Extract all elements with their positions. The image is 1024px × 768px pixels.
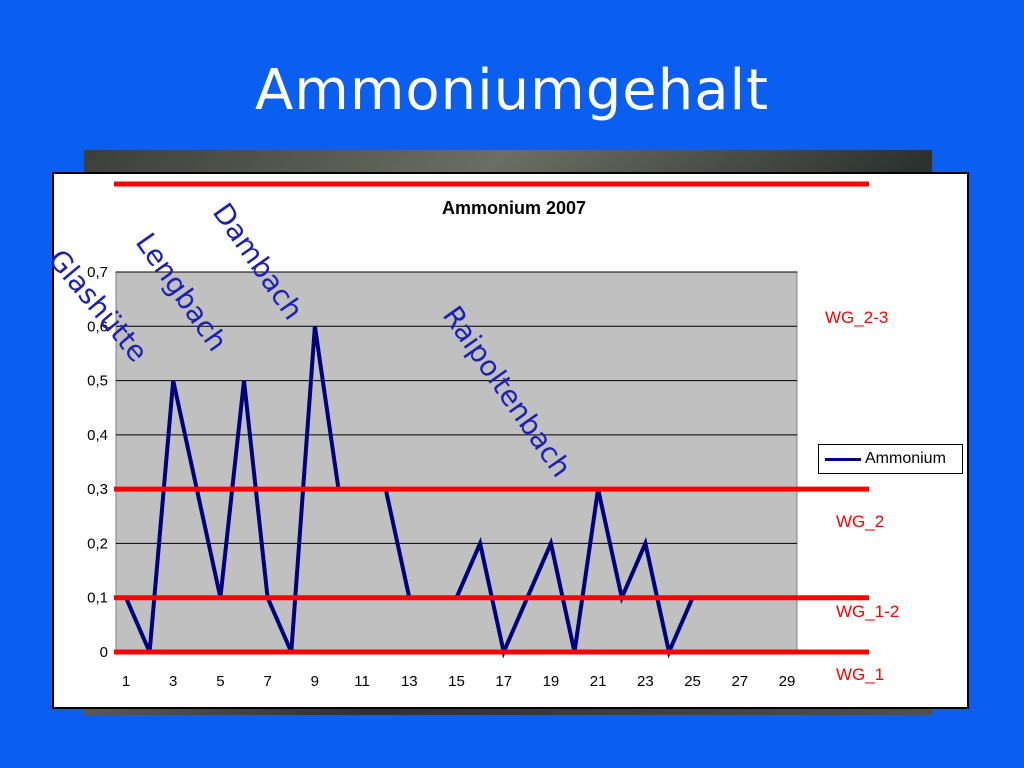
x-tick-label: 9 [311,673,319,690]
x-tick-label: 11 [354,673,370,690]
y-tick-label: 0,4 [87,427,108,444]
chart-svg: Ammonium 2007 00,10,20,30,40,50,60,71 3 5 7… [87,181,869,690]
y-tick-label: 0,6 [87,318,108,335]
x-tick-label: 3 [169,673,177,690]
x-tick-label: 19 [543,673,560,690]
y-tick-label: 0,5 [87,373,108,390]
x-tick-label: 21 [590,673,607,690]
x-tick-label: 1 [122,673,130,690]
x-tick-label: 7 [263,673,271,690]
y-tick-label: 0,2 [87,535,108,552]
chart-frame: Ammonium 2007 0 0,1 0,2 0,3 0,4 0,5 0,6 0,7 1 3 5 7… [52,172,969,709]
plot-area [115,271,798,653]
x-tick-label: 15 [448,673,465,690]
x-tick-label: 23 [637,673,654,690]
x-tick-label: 17 [495,673,512,690]
y-tick-label: 0,3 [87,481,108,498]
chart-legend: Ammonium [818,444,963,474]
legend-label: Ammonium [865,450,946,467]
threshold-label-wg-1-2: WG_1-2 [836,602,900,621]
slide-title: Ammoniumgehalt [254,58,770,123]
x-tick-label: 27 [731,673,748,690]
y-tick-label: 0,1 [87,590,108,607]
y-tick-label: 0,7 [87,264,108,281]
x-tick-label: 13 [401,673,418,690]
legend-swatch [825,458,861,461]
chart-title: Ammonium 2007 [442,198,586,218]
threshold-label-wg-1: WG_1 [836,665,885,684]
x-tick-label: 25 [684,673,701,690]
threshold-label-wg-2: WG_2 [836,512,885,531]
x-tick-label: 5 [216,673,224,690]
y-tick-label: 0 [100,644,108,661]
x-tick-label: 29 [779,673,796,690]
threshold-label-wg-2-3: WG_2-3 [825,308,889,327]
